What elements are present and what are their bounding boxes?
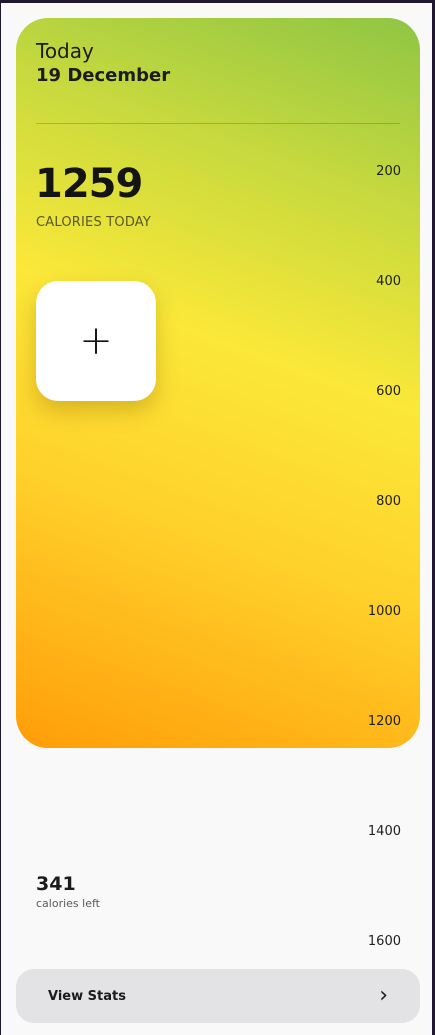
- scale-tick: 1200: [367, 714, 401, 729]
- calories-left-value: 341: [36, 873, 76, 895]
- scale-tick: 200: [376, 164, 401, 179]
- scale-tick: 400: [376, 274, 401, 289]
- scale-tick: 600: [376, 384, 401, 399]
- plus-icon: +: [79, 318, 113, 364]
- date-label: 19 December: [36, 65, 171, 86]
- scale-tick: 1600: [367, 934, 401, 949]
- scale-tick: 1000: [367, 604, 401, 619]
- calories-today-value: 1259: [35, 161, 143, 207]
- calories-left-label: calories left: [36, 897, 100, 910]
- view-stats-label: View Stats: [48, 988, 126, 1004]
- chevron-right-icon: ›: [379, 983, 388, 1008]
- app-screen: Today 19 December 1259 CALORIES TODAY + …: [1, 3, 432, 1035]
- scale-tick: 800: [376, 494, 401, 509]
- header-divider: [36, 123, 400, 124]
- scale-tick: 1400: [367, 824, 401, 839]
- today-label: Today: [36, 39, 94, 63]
- add-calories-button[interactable]: +: [36, 281, 156, 401]
- view-stats-button[interactable]: View Stats ›: [16, 969, 420, 1023]
- calories-today-label: CALORIES TODAY: [36, 215, 152, 230]
